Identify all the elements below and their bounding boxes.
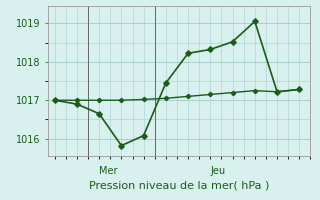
Text: Jeu: Jeu xyxy=(210,166,226,176)
X-axis label: Pression niveau de la mer( hPa ): Pression niveau de la mer( hPa ) xyxy=(89,180,269,190)
Text: Mer: Mer xyxy=(99,166,118,176)
